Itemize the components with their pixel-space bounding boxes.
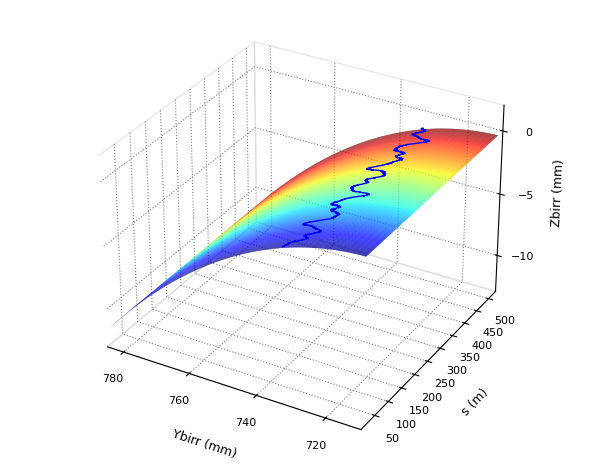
- Y-axis label: s (m): s (m): [459, 386, 490, 418]
- X-axis label: Ybirr (mm): Ybirr (mm): [171, 427, 239, 460]
